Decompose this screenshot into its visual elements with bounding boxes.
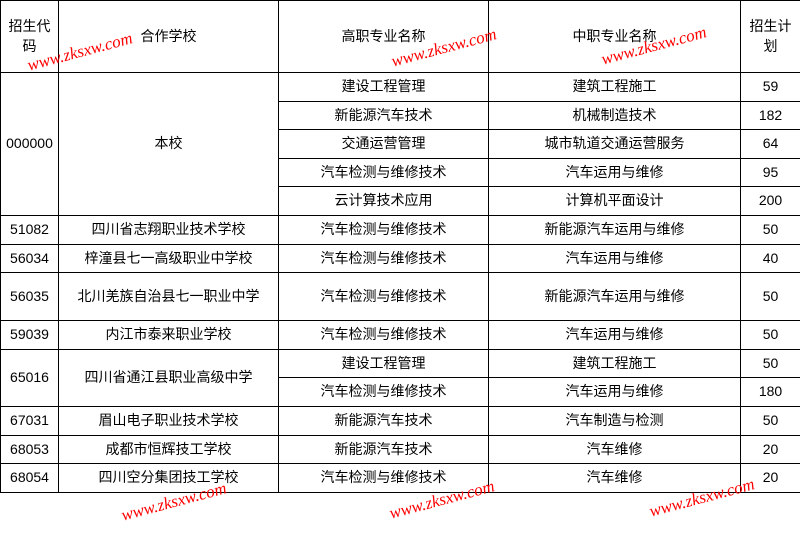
cell-code: 56034 bbox=[1, 244, 59, 273]
cell-plan: 180 bbox=[741, 378, 800, 407]
cell-plan: 50 bbox=[741, 406, 800, 435]
cell-code: 51082 bbox=[1, 215, 59, 244]
cell-code: 68054 bbox=[1, 464, 59, 493]
header-plan: 招生计划 bbox=[741, 1, 800, 73]
cell-major-mid: 计算机平面设计 bbox=[489, 187, 741, 216]
cell-code: 68053 bbox=[1, 435, 59, 464]
cell-plan: 50 bbox=[741, 273, 800, 321]
cell-major-high: 建设工程管理 bbox=[279, 349, 489, 378]
cell-major-high: 汽车检测与维修技术 bbox=[279, 464, 489, 493]
table-header-row: 招生代码 合作学校 高职专业名称 中职专业名称 招生计划 bbox=[1, 1, 800, 73]
cell-plan: 50 bbox=[741, 349, 800, 378]
cell-major-mid: 汽车运用与维修 bbox=[489, 244, 741, 273]
cell-major-mid: 汽车运用与维修 bbox=[489, 321, 741, 350]
cell-school: 本校 bbox=[59, 73, 279, 216]
cell-major-high: 汽车检测与维修技术 bbox=[279, 215, 489, 244]
table-row: 68054 四川空分集团技工学校 汽车检测与维修技术 汽车维修 20 bbox=[1, 464, 800, 493]
cell-major-high: 汽车检测与维修技术 bbox=[279, 273, 489, 321]
cell-code: 000000 bbox=[1, 73, 59, 216]
cell-major-mid: 汽车维修 bbox=[489, 435, 741, 464]
cell-school: 内江市泰来职业学校 bbox=[59, 321, 279, 350]
cell-major-mid: 城市轨道交通运营服务 bbox=[489, 130, 741, 159]
cell-major-mid: 新能源汽车运用与维修 bbox=[489, 273, 741, 321]
header-school: 合作学校 bbox=[59, 1, 279, 73]
cell-plan: 95 bbox=[741, 158, 800, 187]
header-code: 招生代码 bbox=[1, 1, 59, 73]
cell-school: 四川省通江县职业高级中学 bbox=[59, 349, 279, 406]
cell-plan: 200 bbox=[741, 187, 800, 216]
cell-plan: 50 bbox=[741, 321, 800, 350]
cell-code: 67031 bbox=[1, 406, 59, 435]
table-row: 68053 成都市恒辉技工学校 新能源汽车技术 汽车维修 20 bbox=[1, 435, 800, 464]
cell-school: 四川空分集团技工学校 bbox=[59, 464, 279, 493]
cell-major-high: 建设工程管理 bbox=[279, 73, 489, 102]
cell-major-high: 汽车检测与维修技术 bbox=[279, 378, 489, 407]
cell-school: 眉山电子职业技术学校 bbox=[59, 406, 279, 435]
cell-major-mid: 新能源汽车运用与维修 bbox=[489, 215, 741, 244]
table-row: 56035 北川羌族自治县七一职业中学 汽车检测与维修技术 新能源汽车运用与维修… bbox=[1, 273, 800, 321]
table-row: 56034 梓潼县七一高级职业中学校 汽车检测与维修技术 汽车运用与维修 40 bbox=[1, 244, 800, 273]
table-row: 59039 内江市泰来职业学校 汽车检测与维修技术 汽车运用与维修 50 bbox=[1, 321, 800, 350]
header-major-high: 高职专业名称 bbox=[279, 1, 489, 73]
cell-plan: 64 bbox=[741, 130, 800, 159]
cell-school: 成都市恒辉技工学校 bbox=[59, 435, 279, 464]
cell-school: 梓潼县七一高级职业中学校 bbox=[59, 244, 279, 273]
cell-major-mid: 汽车制造与检测 bbox=[489, 406, 741, 435]
cell-major-high: 交通运营管理 bbox=[279, 130, 489, 159]
table-row: 000000 本校 建设工程管理 建筑工程施工 59 bbox=[1, 73, 800, 102]
header-major-mid: 中职专业名称 bbox=[489, 1, 741, 73]
table-row: 51082 四川省志翔职业技术学校 汽车检测与维修技术 新能源汽车运用与维修 5… bbox=[1, 215, 800, 244]
cell-plan: 40 bbox=[741, 244, 800, 273]
cell-major-mid: 机械制造技术 bbox=[489, 101, 741, 130]
table-row: 65016 四川省通江县职业高级中学 建设工程管理 建筑工程施工 50 bbox=[1, 349, 800, 378]
cell-major-high: 新能源汽车技术 bbox=[279, 435, 489, 464]
cell-major-mid: 汽车维修 bbox=[489, 464, 741, 493]
cell-major-mid: 汽车运用与维修 bbox=[489, 158, 741, 187]
cell-plan: 50 bbox=[741, 215, 800, 244]
cell-major-high: 汽车检测与维修技术 bbox=[279, 321, 489, 350]
enrollment-table: 招生代码 合作学校 高职专业名称 中职专业名称 招生计划 000000 本校 建… bbox=[0, 0, 800, 493]
cell-major-high: 新能源汽车技术 bbox=[279, 406, 489, 435]
cell-major-high: 云计算技术应用 bbox=[279, 187, 489, 216]
cell-major-high: 汽车检测与维修技术 bbox=[279, 158, 489, 187]
cell-major-mid: 建筑工程施工 bbox=[489, 73, 741, 102]
cell-major-high: 汽车检测与维修技术 bbox=[279, 244, 489, 273]
cell-plan: 20 bbox=[741, 464, 800, 493]
cell-school: 四川省志翔职业技术学校 bbox=[59, 215, 279, 244]
cell-code: 65016 bbox=[1, 349, 59, 406]
cell-code: 56035 bbox=[1, 273, 59, 321]
cell-major-high: 新能源汽车技术 bbox=[279, 101, 489, 130]
cell-major-mid: 汽车运用与维修 bbox=[489, 378, 741, 407]
cell-plan: 59 bbox=[741, 73, 800, 102]
cell-school: 北川羌族自治县七一职业中学 bbox=[59, 273, 279, 321]
cell-plan: 20 bbox=[741, 435, 800, 464]
cell-plan: 182 bbox=[741, 101, 800, 130]
cell-code: 59039 bbox=[1, 321, 59, 350]
cell-major-mid: 建筑工程施工 bbox=[489, 349, 741, 378]
table-row: 67031 眉山电子职业技术学校 新能源汽车技术 汽车制造与检测 50 bbox=[1, 406, 800, 435]
